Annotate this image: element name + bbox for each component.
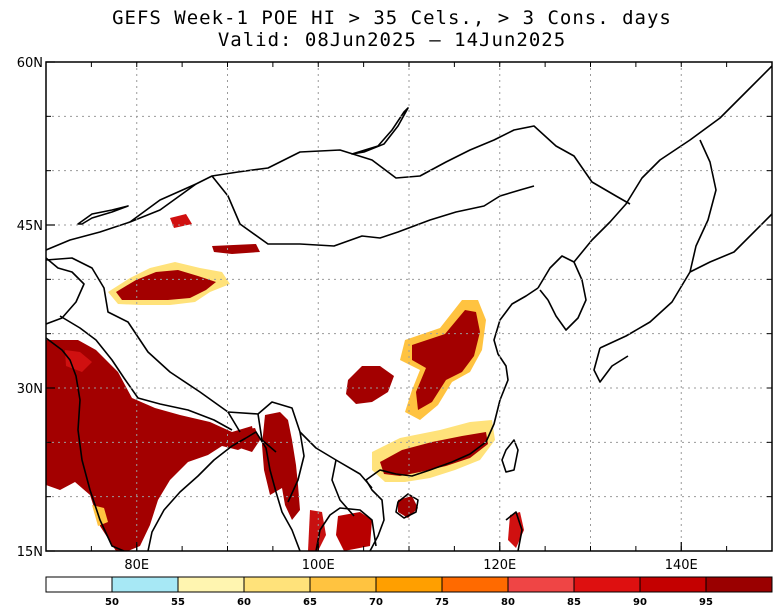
colorbar-swatch bbox=[45, 576, 113, 593]
y-tick-label: 60N bbox=[17, 56, 43, 71]
map-title-line-2: Valid: 08Jun2025 – 14Jun2025 bbox=[217, 29, 567, 51]
shade-region-central-china bbox=[412, 310, 480, 410]
colorbar-swatch bbox=[309, 576, 377, 593]
shade-region-tarim-core bbox=[116, 270, 216, 300]
coastline-japan bbox=[593, 139, 772, 383]
shade-region-sichuan bbox=[346, 366, 394, 404]
shade-region-hainan bbox=[398, 496, 418, 518]
shade-region-indochina bbox=[336, 512, 372, 551]
border-kazakhstan bbox=[129, 183, 197, 223]
colorbar-label: 85 bbox=[567, 597, 581, 608]
lake-balkhash bbox=[77, 205, 129, 225]
colorbar-label: 95 bbox=[699, 597, 713, 608]
colorbar-label: 55 bbox=[171, 597, 185, 608]
y-tick-label: 45N bbox=[17, 219, 43, 234]
border-china-west bbox=[46, 257, 373, 489]
coastline-hainan bbox=[395, 493, 419, 519]
colorbar-swatch bbox=[243, 576, 311, 593]
shade-region-myanmar bbox=[262, 412, 300, 520]
colorbar-label: 80 bbox=[501, 597, 515, 608]
colorbar-swatch bbox=[507, 576, 575, 593]
border-central-asia bbox=[46, 257, 85, 325]
coastline-korea-china bbox=[537, 255, 587, 331]
colorbar-label: 70 bbox=[369, 597, 383, 608]
x-tick-label: 140E bbox=[665, 558, 698, 573]
shade-region-turpan bbox=[212, 244, 260, 254]
x-tick-label: 120E bbox=[483, 558, 516, 573]
colorbar-label: 75 bbox=[435, 597, 449, 608]
lake-baikal bbox=[351, 107, 409, 155]
colorbar-swatch bbox=[111, 576, 179, 593]
coastline-south-china bbox=[365, 287, 539, 481]
colorbar-swatch bbox=[441, 576, 509, 593]
border-china-north bbox=[46, 125, 631, 251]
coastline-taiwan bbox=[501, 439, 519, 473]
colorbar-swatch bbox=[705, 576, 773, 593]
colorbar-label: 90 bbox=[633, 597, 647, 608]
colorbar-swatch bbox=[639, 576, 707, 593]
colorbar-swatch bbox=[177, 576, 245, 593]
y-tick-label: 30N bbox=[17, 382, 43, 397]
coastline-indochina bbox=[245, 431, 385, 551]
border-mongolia bbox=[211, 175, 535, 247]
shade-region-dzungaria bbox=[170, 214, 192, 228]
colorbar-label: 65 bbox=[303, 597, 317, 608]
shade-region-bangladesh bbox=[240, 428, 260, 452]
shade-region-south-china-core bbox=[380, 432, 488, 476]
shade-region-india bbox=[46, 340, 255, 551]
colorbar: 50 55 60 65 70 75 80 85 90 95 bbox=[45, 576, 773, 608]
y-tick-label: 15N bbox=[17, 545, 43, 560]
colorbar-label: 50 bbox=[105, 597, 119, 608]
coastline-india bbox=[46, 337, 247, 551]
x-tick-label: 100E bbox=[302, 558, 335, 573]
colorbar-swatch bbox=[573, 576, 641, 593]
colorbar-swatch bbox=[375, 576, 443, 593]
coastline-russia-east bbox=[573, 65, 772, 263]
x-tick-label: 80E bbox=[124, 558, 149, 573]
colorbar-label: 60 bbox=[237, 597, 251, 608]
probability-shading bbox=[46, 214, 524, 551]
shade-region-thailand bbox=[308, 510, 326, 551]
map-title-line-1: GEFS Week-1 POE HI > 35 Cels., > 3 Cons.… bbox=[112, 7, 672, 29]
coastline-luzon bbox=[505, 511, 523, 551]
gridlines bbox=[46, 62, 772, 551]
axis-ticks: 80E 100E 120E 140E 15N 30N 45N 60N bbox=[17, 56, 772, 573]
